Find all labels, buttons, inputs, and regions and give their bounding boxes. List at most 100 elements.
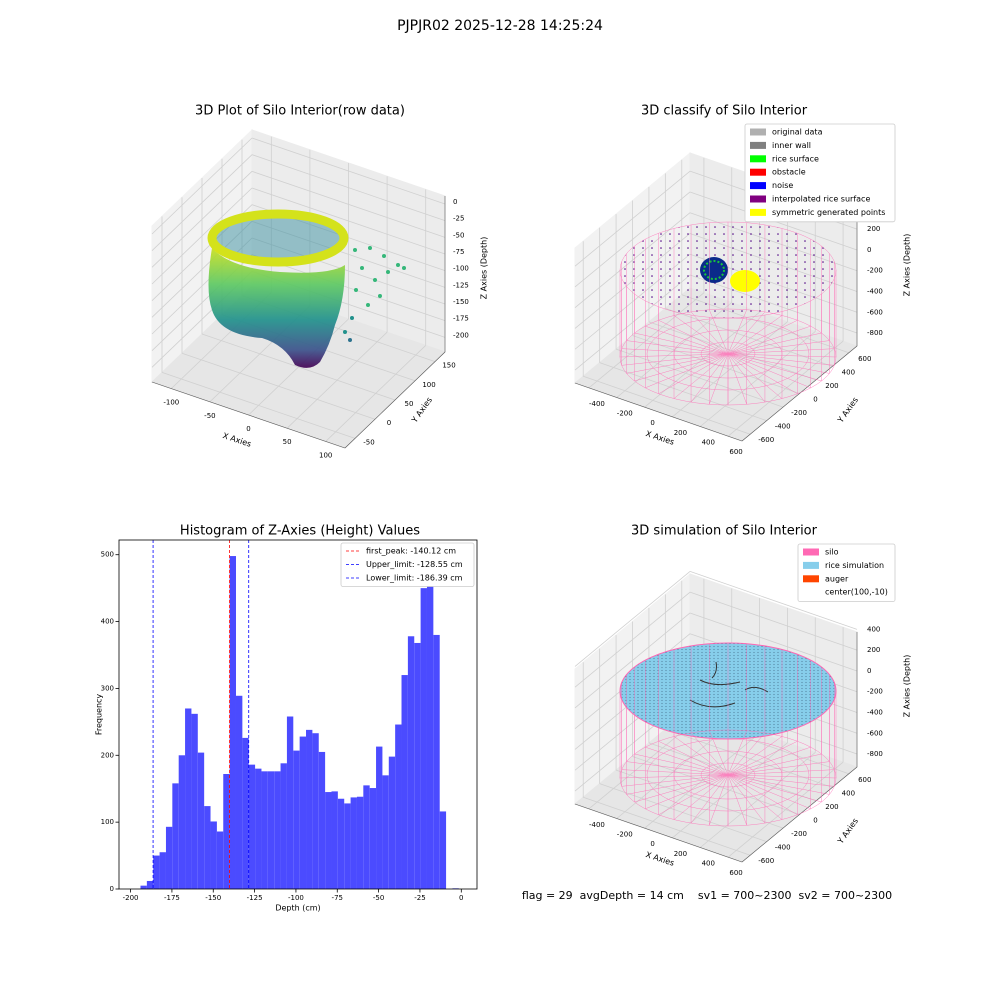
silo-radial xyxy=(634,332,729,355)
footer: flag = 29 avgDepth = 14 cm sv1 = 700~230… xyxy=(522,889,892,902)
legend-label: center(100,-10) xyxy=(825,588,888,597)
z-tick-label: -600 xyxy=(867,308,883,316)
legend-swatch xyxy=(803,561,819,569)
panel-title: 3D Plot of Silo Interior(row data) xyxy=(195,104,405,119)
legend-label: interpolated rice surface xyxy=(772,195,870,204)
silo-radial xyxy=(645,746,729,776)
bar xyxy=(350,797,357,889)
bar xyxy=(388,756,396,889)
legend-label: Lower_limit: -186.39 cm xyxy=(366,574,463,583)
z-tick-label: -100 xyxy=(453,265,469,273)
axis-label: Z Axies (Depth) xyxy=(480,237,489,300)
x-axis-label: Depth (cm) xyxy=(275,904,320,913)
silo-radial xyxy=(727,774,783,820)
bar xyxy=(235,695,243,889)
bar xyxy=(312,733,319,889)
grid-line xyxy=(161,372,356,439)
legend-swatch xyxy=(750,195,766,203)
grid-line xyxy=(181,352,376,420)
silo-radial xyxy=(727,353,766,403)
silo-radial xyxy=(727,774,811,810)
legend-label: Upper_limit: -128.55 cm xyxy=(366,560,463,569)
silo-radial xyxy=(727,348,835,355)
x-tick-label: -50 xyxy=(373,894,384,902)
legend-box xyxy=(744,123,896,223)
bar xyxy=(337,798,345,889)
y-tick-label: -600 xyxy=(758,436,774,444)
bar xyxy=(356,796,364,889)
legend-swatch xyxy=(803,548,819,556)
silo-radial xyxy=(727,732,766,776)
silo-radial xyxy=(727,746,811,776)
grid-line xyxy=(151,154,253,251)
bar xyxy=(261,771,268,889)
grid-line xyxy=(251,187,446,255)
x-tick-label: -175 xyxy=(164,894,180,902)
silo-radial xyxy=(626,774,729,795)
silo-radial xyxy=(621,348,729,355)
grid-line xyxy=(251,154,446,222)
y-tick-label: 600 xyxy=(858,776,871,784)
silo-radial xyxy=(626,340,729,355)
grid-line xyxy=(599,783,767,843)
bar xyxy=(140,885,147,889)
y-axis-line xyxy=(741,345,858,442)
legend-label: auger xyxy=(825,574,849,583)
x-tick-label: 0 xyxy=(650,419,654,427)
z-tick-label: -400 xyxy=(867,708,883,716)
grid-line xyxy=(583,796,751,856)
silo-radial xyxy=(727,353,830,374)
silo-radial xyxy=(690,732,729,776)
bar xyxy=(216,831,224,889)
y-tick-label: 300 xyxy=(101,684,114,692)
y-tick-label: 600 xyxy=(858,355,871,363)
silo-radial xyxy=(619,774,729,779)
point-cloud-body xyxy=(208,248,345,368)
bar xyxy=(318,751,326,889)
z-tick-label: 200 xyxy=(867,225,880,233)
bar xyxy=(255,768,262,889)
silo-radial xyxy=(626,761,729,776)
silo-radial xyxy=(727,774,822,803)
bar xyxy=(267,771,275,889)
silo-radial xyxy=(658,320,729,355)
y-tick-label: 0 xyxy=(813,396,817,404)
silo-radial xyxy=(727,730,747,776)
silo-radial xyxy=(621,769,729,776)
y-tick-label: -200 xyxy=(791,830,807,838)
bar xyxy=(382,775,389,889)
x-tick-label: -100 xyxy=(163,399,179,407)
bar xyxy=(376,746,383,889)
grid-line xyxy=(583,375,751,435)
bar xyxy=(306,729,313,889)
silo-radial xyxy=(690,774,729,824)
grid-line xyxy=(574,571,691,667)
y-tick-label: 100 xyxy=(101,818,114,826)
silo-radial xyxy=(709,353,729,405)
grid-line xyxy=(665,307,833,367)
bar xyxy=(248,764,256,889)
z-tick-label: -200 xyxy=(867,688,883,696)
bar xyxy=(433,634,440,889)
z-tick-label: -800 xyxy=(867,329,883,337)
silo-radial xyxy=(727,774,747,826)
z-tick-label: -200 xyxy=(867,267,883,275)
legend-label: silo xyxy=(825,548,839,557)
x-tick-label: 400 xyxy=(702,439,715,447)
bar xyxy=(420,588,427,889)
z-tick-label: 0 xyxy=(867,667,871,675)
y-tick-label: -400 xyxy=(775,423,791,431)
marks: original data inner wall rice surface obsta… xyxy=(95,123,896,913)
bar xyxy=(178,755,186,889)
bar xyxy=(363,785,370,889)
x-tick-label: 600 xyxy=(729,448,742,456)
silo-radial xyxy=(634,353,729,382)
y-tick-label: -200 xyxy=(791,409,807,417)
grid-line xyxy=(151,171,253,268)
grid-line xyxy=(251,137,446,205)
point-cloud-ring xyxy=(207,209,349,267)
silo-wireframe xyxy=(619,642,837,827)
y-tick-label: 400 xyxy=(842,368,855,376)
z-tick-label: -150 xyxy=(453,298,469,306)
silo-radial xyxy=(673,774,729,820)
